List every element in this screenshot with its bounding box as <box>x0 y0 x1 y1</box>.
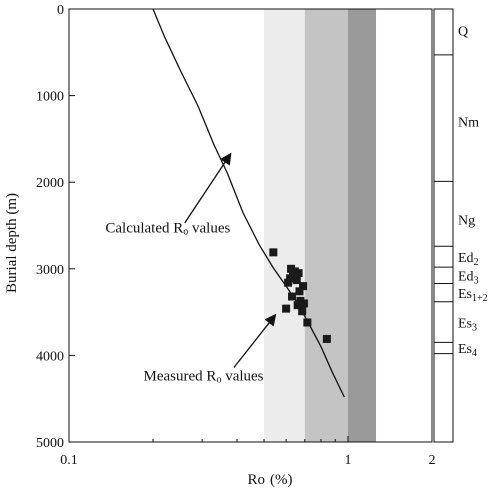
calculated-curve-layer <box>152 8 345 398</box>
maturity-bands <box>264 9 377 442</box>
strata-label-1: Q <box>458 25 468 40</box>
measured-point-4 <box>294 269 303 278</box>
annotation-arrow-2 <box>233 313 277 368</box>
x-tick-label-2: 1 <box>345 453 352 468</box>
measured-point-16 <box>298 307 307 316</box>
measured-point-6 <box>286 274 295 283</box>
strata-label-7: Es3 <box>458 316 477 333</box>
annotation-arrow-1 <box>184 152 232 224</box>
annotation-text-1: Calculated Ro values <box>105 220 230 237</box>
y-tick-label-4: 3000 <box>36 263 64 278</box>
strata-label-8: Es4 <box>458 342 477 359</box>
annotation-2: Measured Ro values <box>144 313 277 386</box>
calculated-ro-curve <box>152 8 345 398</box>
annotations: Calculated Ro values Measured Ro values <box>105 152 277 386</box>
x-axis-title: Ro (%) <box>247 472 292 488</box>
measured-point-10 <box>295 287 304 296</box>
measured-points <box>269 248 331 343</box>
strata-label-6: Es1+2 <box>458 287 488 304</box>
strata-label-4: Ed2 <box>458 251 479 268</box>
measured-point-13 <box>299 299 308 308</box>
y-tick-label-6: 5000 <box>36 436 64 451</box>
measured-point-7 <box>292 276 301 285</box>
y-axis-title: Burial depth (m) <box>4 193 20 293</box>
x-axis-title-main: Ro <box>247 472 265 488</box>
x-tick-label-3: 2 <box>429 453 436 468</box>
strata-label-5: Ed3 <box>458 269 479 286</box>
maturity-band-3 <box>348 9 377 442</box>
maturity-band-1 <box>264 9 305 442</box>
annotation-1: Calculated Ro values <box>105 152 232 237</box>
y-tick-label-5: 4000 <box>36 349 64 364</box>
y-axis-ticks: 0 1000 2000 3000 4000 5000 <box>36 3 75 451</box>
measured-point-14 <box>293 301 302 310</box>
y-tick-label-3: 2000 <box>36 176 64 191</box>
measured-point-15 <box>282 304 291 313</box>
x-axis-title-unit: (%) <box>270 472 293 488</box>
measured-point-11 <box>288 292 297 301</box>
measured-point-8 <box>284 278 293 287</box>
annotation-text-2: Measured Ro values <box>144 369 264 386</box>
maturity-band-2 <box>304 9 349 442</box>
x-tick-label-1: 0.1 <box>60 453 78 468</box>
measured-point-18 <box>322 334 331 343</box>
strata-label-3: Ng <box>458 213 475 228</box>
x-axis-ticks: 0.1 1 2 <box>60 436 436 468</box>
plot-frame <box>68 8 433 443</box>
strata-column-border <box>433 8 454 443</box>
y-tick-label-1: 0 <box>57 3 64 18</box>
measured-point-17 <box>303 318 312 327</box>
y-tick-label-2: 1000 <box>36 90 64 105</box>
measured-point-9 <box>299 282 308 291</box>
strata-label-2: Nm <box>458 116 479 131</box>
plot-border <box>68 8 433 443</box>
measured-point-1 <box>269 248 278 257</box>
